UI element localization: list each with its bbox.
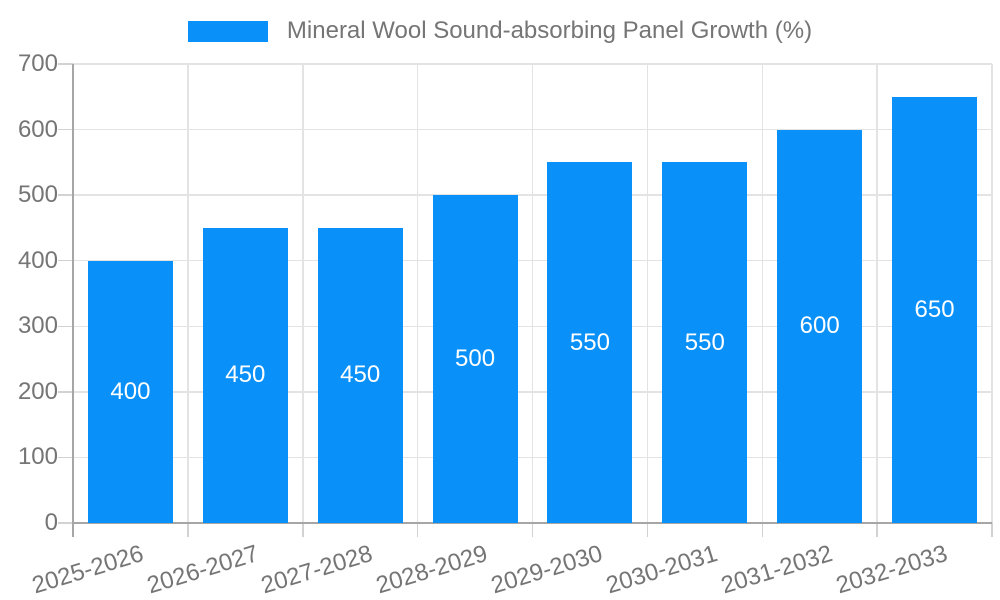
grid-line-vertical bbox=[761, 64, 763, 523]
bar-value-label: 550 bbox=[569, 328, 610, 356]
y-axis-tick bbox=[58, 194, 73, 196]
y-axis-tick-label: 300 bbox=[17, 312, 58, 340]
x-axis-tick-label: 2026-2027 bbox=[143, 540, 262, 600]
bar bbox=[202, 227, 288, 523]
bar bbox=[432, 195, 518, 523]
grid-line-vertical bbox=[876, 64, 878, 523]
y-axis-tick bbox=[58, 325, 73, 328]
bar-value-label: 500 bbox=[455, 345, 496, 373]
y-axis-tick-label: 500 bbox=[17, 181, 58, 209]
y-axis-tick-label: 700 bbox=[17, 50, 58, 77]
grid-line-vertical bbox=[302, 64, 304, 523]
y-axis-tick bbox=[58, 259, 73, 262]
bar-value-label: 450 bbox=[340, 361, 381, 389]
y-axis-tick-label: 200 bbox=[17, 377, 58, 405]
legend: Mineral Wool Sound-absorbing Panel Growt… bbox=[0, 16, 1000, 46]
x-axis-tick bbox=[991, 523, 993, 537]
x-axis-tick-label: 2031-2032 bbox=[717, 540, 836, 600]
bar bbox=[892, 96, 978, 523]
bar bbox=[547, 162, 633, 523]
bar-value-label: 600 bbox=[799, 312, 840, 340]
y-axis-tick bbox=[58, 128, 73, 131]
x-axis-tick bbox=[761, 523, 763, 537]
legend-label: Mineral Wool Sound-absorbing Panel Growt… bbox=[286, 17, 813, 44]
x-axis-tick-label: 2027-2028 bbox=[258, 540, 377, 600]
grid-line-vertical bbox=[991, 64, 993, 523]
grid-line-vertical bbox=[187, 64, 189, 523]
bar bbox=[662, 162, 748, 523]
x-axis-tick-label: 2030-2031 bbox=[603, 540, 721, 600]
x-axis-tick bbox=[531, 523, 534, 537]
y-axis-tick bbox=[58, 456, 73, 459]
grid-line-vertical bbox=[416, 64, 419, 523]
x-axis-line bbox=[73, 522, 992, 524]
y-axis-tick bbox=[58, 522, 73, 524]
bar bbox=[317, 227, 403, 523]
y-axis-tick bbox=[58, 63, 73, 65]
x-axis-tick bbox=[646, 523, 649, 537]
y-axis-line bbox=[72, 64, 74, 537]
legend-swatch bbox=[187, 20, 268, 42]
x-axis-tick-label: 2025-2026 bbox=[28, 540, 147, 600]
x-axis-tick bbox=[416, 523, 419, 537]
y-axis-tick bbox=[58, 391, 73, 393]
y-axis-tick-label: 600 bbox=[17, 115, 58, 143]
x-axis-tick-label: 2028-2029 bbox=[373, 540, 491, 600]
y-axis-tick-label: 400 bbox=[17, 246, 58, 274]
x-axis-tick-label: 2029-2030 bbox=[488, 540, 606, 600]
bar bbox=[87, 260, 173, 523]
x-axis-tick bbox=[187, 523, 189, 537]
y-axis-tick-label: 100 bbox=[17, 443, 58, 471]
grid-line-vertical bbox=[646, 64, 649, 523]
x-axis-tick-label: 2032-2033 bbox=[832, 540, 951, 600]
bar-value-label: 450 bbox=[225, 361, 266, 389]
y-axis-tick-label: 0 bbox=[44, 509, 58, 536]
grid-line-vertical bbox=[531, 64, 534, 523]
bar-value-label: 550 bbox=[684, 328, 725, 356]
x-axis-tick bbox=[302, 523, 304, 537]
bar-value-label: 650 bbox=[914, 295, 955, 323]
bar bbox=[777, 129, 863, 523]
bar-value-label: 400 bbox=[110, 377, 151, 405]
x-axis-tick bbox=[876, 523, 878, 537]
